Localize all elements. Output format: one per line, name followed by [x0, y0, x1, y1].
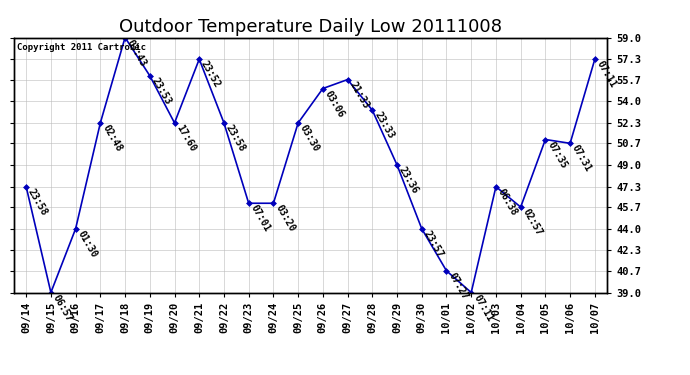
Text: 07:01: 07:01: [248, 203, 272, 234]
Text: 07:35: 07:35: [545, 140, 569, 170]
Text: 07:31: 07:31: [570, 143, 593, 174]
Text: 17:60: 17:60: [175, 123, 198, 153]
Text: 03:20: 03:20: [273, 203, 297, 234]
Text: 23:57: 23:57: [422, 229, 445, 259]
Text: 06:38: 06:38: [496, 187, 520, 217]
Text: 03:43: 03:43: [125, 38, 148, 68]
Text: 02:57: 02:57: [521, 207, 544, 237]
Text: 23:58: 23:58: [26, 187, 50, 217]
Text: 07:27: 07:27: [446, 271, 470, 301]
Text: 21:33: 21:33: [348, 80, 371, 110]
Text: 03:06: 03:06: [323, 88, 346, 119]
Text: 01:30: 01:30: [76, 229, 99, 259]
Text: 02:48: 02:48: [100, 123, 124, 153]
Title: Outdoor Temperature Daily Low 20111008: Outdoor Temperature Daily Low 20111008: [119, 18, 502, 36]
Text: 03:30: 03:30: [298, 123, 322, 153]
Text: 23:33: 23:33: [373, 110, 395, 141]
Text: Copyright 2011 Cartronic: Copyright 2011 Cartronic: [17, 43, 146, 52]
Text: 23:36: 23:36: [397, 165, 420, 195]
Text: 07:11: 07:11: [471, 292, 495, 323]
Text: 23:53: 23:53: [150, 76, 173, 106]
Text: 06:57: 06:57: [51, 292, 75, 323]
Text: 23:52: 23:52: [199, 59, 223, 90]
Text: 07:11: 07:11: [595, 59, 618, 90]
Text: 23:58: 23:58: [224, 123, 247, 153]
